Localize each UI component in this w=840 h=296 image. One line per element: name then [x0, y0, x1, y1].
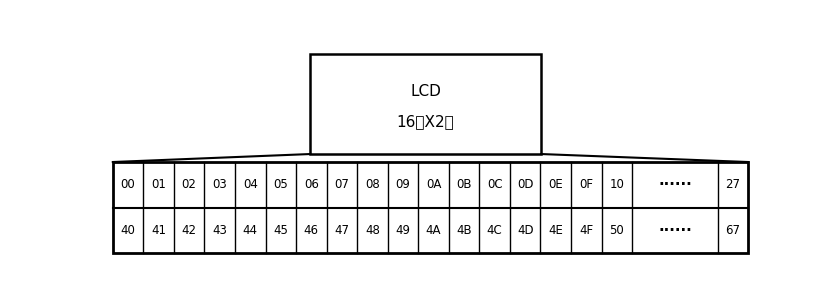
Text: 4E: 4E	[549, 224, 563, 237]
Text: 00: 00	[121, 178, 135, 191]
Bar	[113, 162, 748, 253]
Text: ······: ······	[658, 223, 692, 238]
Text: 27: 27	[726, 178, 740, 191]
Text: 03: 03	[213, 178, 227, 191]
Text: 0D: 0D	[517, 178, 533, 191]
Text: 08: 08	[365, 178, 380, 191]
Text: 44: 44	[243, 224, 258, 237]
Bar	[310, 54, 541, 154]
Text: 0B: 0B	[456, 178, 472, 191]
Text: 09: 09	[396, 178, 411, 191]
Text: 4D: 4D	[517, 224, 533, 237]
Text: 0C: 0C	[487, 178, 502, 191]
Text: 4A: 4A	[426, 224, 441, 237]
Text: 07: 07	[334, 178, 349, 191]
Text: 42: 42	[181, 224, 197, 237]
Text: 04: 04	[243, 178, 258, 191]
Text: 41: 41	[151, 224, 166, 237]
Text: 06: 06	[304, 178, 319, 191]
Text: 46: 46	[304, 224, 319, 237]
Text: 4B: 4B	[456, 224, 472, 237]
Text: 02: 02	[181, 178, 197, 191]
Text: 05: 05	[274, 178, 288, 191]
Text: 49: 49	[396, 224, 411, 237]
Text: LCD: LCD	[410, 84, 441, 99]
Text: 47: 47	[334, 224, 349, 237]
Text: 40: 40	[121, 224, 135, 237]
Text: 0F: 0F	[580, 178, 593, 191]
Text: 43: 43	[213, 224, 227, 237]
Text: 0E: 0E	[549, 178, 563, 191]
Text: 67: 67	[726, 224, 740, 237]
Text: 50: 50	[610, 224, 624, 237]
Text: 0A: 0A	[426, 178, 441, 191]
Text: ······: ······	[658, 177, 692, 192]
Text: 48: 48	[365, 224, 380, 237]
Text: 16字X2行: 16字X2行	[396, 115, 454, 129]
Text: 01: 01	[151, 178, 166, 191]
Text: 45: 45	[273, 224, 288, 237]
Text: 10: 10	[609, 178, 624, 191]
Text: 4F: 4F	[580, 224, 593, 237]
Text: 4C: 4C	[486, 224, 502, 237]
